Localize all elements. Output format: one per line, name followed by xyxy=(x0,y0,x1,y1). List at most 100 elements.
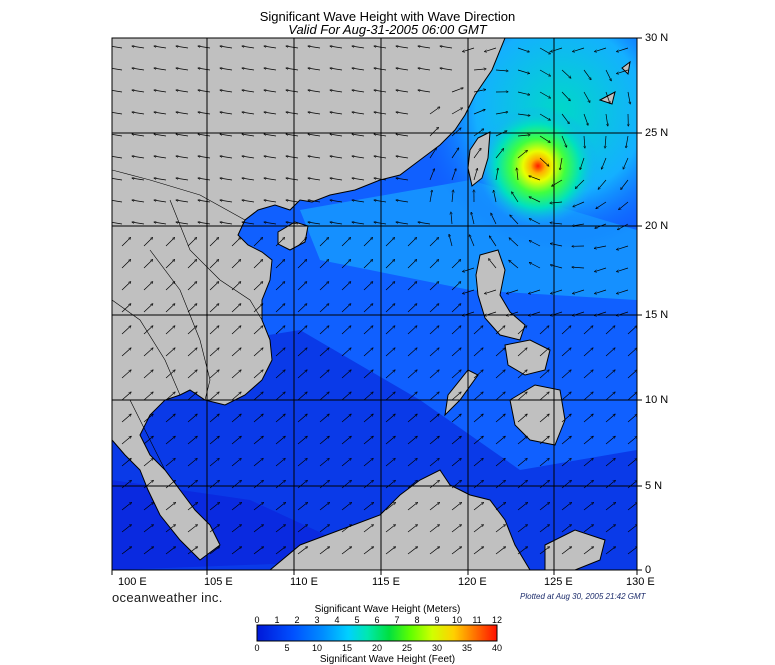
wave-arrow xyxy=(297,414,307,423)
colorbar-meter-tick: 9 xyxy=(434,615,440,625)
wave-arrow xyxy=(517,436,527,445)
colorbar-meter-tick: 7 xyxy=(394,615,400,625)
wave-arrow xyxy=(495,70,508,71)
wave-arrow xyxy=(619,201,629,210)
wave-arrow xyxy=(341,414,351,423)
wave-arrow xyxy=(471,212,475,225)
wave-arrow xyxy=(583,414,593,423)
wave-arrow xyxy=(341,503,351,511)
wave-arrow xyxy=(451,212,452,225)
wave-arrow xyxy=(198,46,211,49)
wave-arrow xyxy=(363,238,373,247)
wave-arrow xyxy=(231,525,241,533)
wave-arrow xyxy=(451,436,461,445)
wave-arrow xyxy=(407,525,417,533)
wave-arrow xyxy=(297,480,307,489)
wave-arrow xyxy=(352,222,365,225)
wave-arrow xyxy=(429,480,439,489)
wave-arrow xyxy=(264,156,277,159)
wave-arrow xyxy=(374,178,387,181)
wave-arrow xyxy=(429,107,440,115)
wave-arrow xyxy=(121,525,131,533)
wave-arrow xyxy=(165,238,175,247)
wave-arrow xyxy=(529,289,541,294)
wave-arrow xyxy=(583,370,593,379)
wave-arrow xyxy=(264,46,277,49)
wave-arrow xyxy=(308,90,321,93)
wave-arrow xyxy=(231,503,241,511)
wave-arrow xyxy=(407,348,417,357)
wave-arrow xyxy=(517,458,527,467)
wave-arrow xyxy=(198,156,211,159)
wave-arrow xyxy=(286,156,299,159)
wave-arrow xyxy=(429,169,434,181)
wave-arrow xyxy=(341,260,351,269)
wave-arrow xyxy=(165,458,175,467)
wave-arrow xyxy=(297,348,307,357)
lon-label-120: 120 E xyxy=(458,576,487,588)
wave-arrow xyxy=(286,134,299,137)
wave-direction-arrows xyxy=(112,46,637,555)
wave-arrow xyxy=(330,134,343,137)
wave-arrow xyxy=(286,68,299,71)
wave-arrow xyxy=(605,91,610,103)
wave-arrow xyxy=(143,238,153,247)
wave-arrow xyxy=(374,90,387,93)
wave-arrow xyxy=(583,113,588,125)
wave-arrow xyxy=(264,200,277,203)
wave-arrow xyxy=(187,525,197,533)
wave-arrow xyxy=(231,326,241,335)
wave-arrow xyxy=(489,259,497,269)
wave-arrow xyxy=(495,525,505,533)
wave-arrow xyxy=(385,436,395,445)
wave-arrow xyxy=(231,370,241,379)
wave-arrow xyxy=(561,547,572,555)
wave-arrow xyxy=(561,392,571,401)
wave-arrow xyxy=(621,179,629,190)
wave-arrow xyxy=(517,480,527,489)
wave-arrow xyxy=(407,414,417,423)
wave-arrow xyxy=(451,392,461,401)
wave-arrow xyxy=(473,90,486,93)
wave-arrow xyxy=(297,458,307,467)
wave-arrow xyxy=(275,348,285,357)
wave-arrow xyxy=(539,370,549,379)
wave-arrow xyxy=(495,480,505,489)
wave-arrow xyxy=(583,392,593,401)
wave-arrow xyxy=(451,128,461,137)
wave-arrow xyxy=(165,503,175,511)
wave-arrow xyxy=(220,90,233,93)
wave-arrow xyxy=(253,503,263,511)
wave-arrow xyxy=(495,503,505,511)
wave-arrow xyxy=(510,215,519,225)
wave-arrow xyxy=(319,348,329,357)
wave-arrow xyxy=(275,503,285,511)
wave-arrow xyxy=(143,525,153,533)
wave-arrow xyxy=(396,134,409,137)
wave-arrow xyxy=(297,436,307,445)
wave-arrow xyxy=(264,90,277,93)
colorbar-feet-title: Significant Wave Height (Feet) xyxy=(319,654,456,665)
wave-arrow xyxy=(143,370,153,379)
wave-arrow xyxy=(330,156,343,159)
wave-arrow xyxy=(473,370,483,379)
colorbar-feet-tick: 40 xyxy=(491,643,503,653)
wave-arrow xyxy=(231,480,241,489)
wave-arrow xyxy=(495,326,505,335)
colorbar-meter-tick: 2 xyxy=(294,615,300,625)
wave-arrow xyxy=(583,326,593,335)
wave-arrow xyxy=(363,414,373,423)
land-visayas xyxy=(504,339,551,376)
colorbar-feet-tick: 35 xyxy=(461,643,473,653)
wave-arrow xyxy=(286,178,299,181)
wave-arrow xyxy=(319,458,329,467)
wave-arrow xyxy=(154,222,167,225)
wave-arrow xyxy=(551,47,563,52)
wave-arrow xyxy=(572,267,585,268)
wave-arrow xyxy=(517,503,527,511)
wave-arrow xyxy=(495,547,506,555)
wave-arrow xyxy=(605,525,615,533)
wave-arrow xyxy=(440,68,453,71)
wave-arrow xyxy=(451,348,461,357)
wave-arrow xyxy=(319,480,329,489)
